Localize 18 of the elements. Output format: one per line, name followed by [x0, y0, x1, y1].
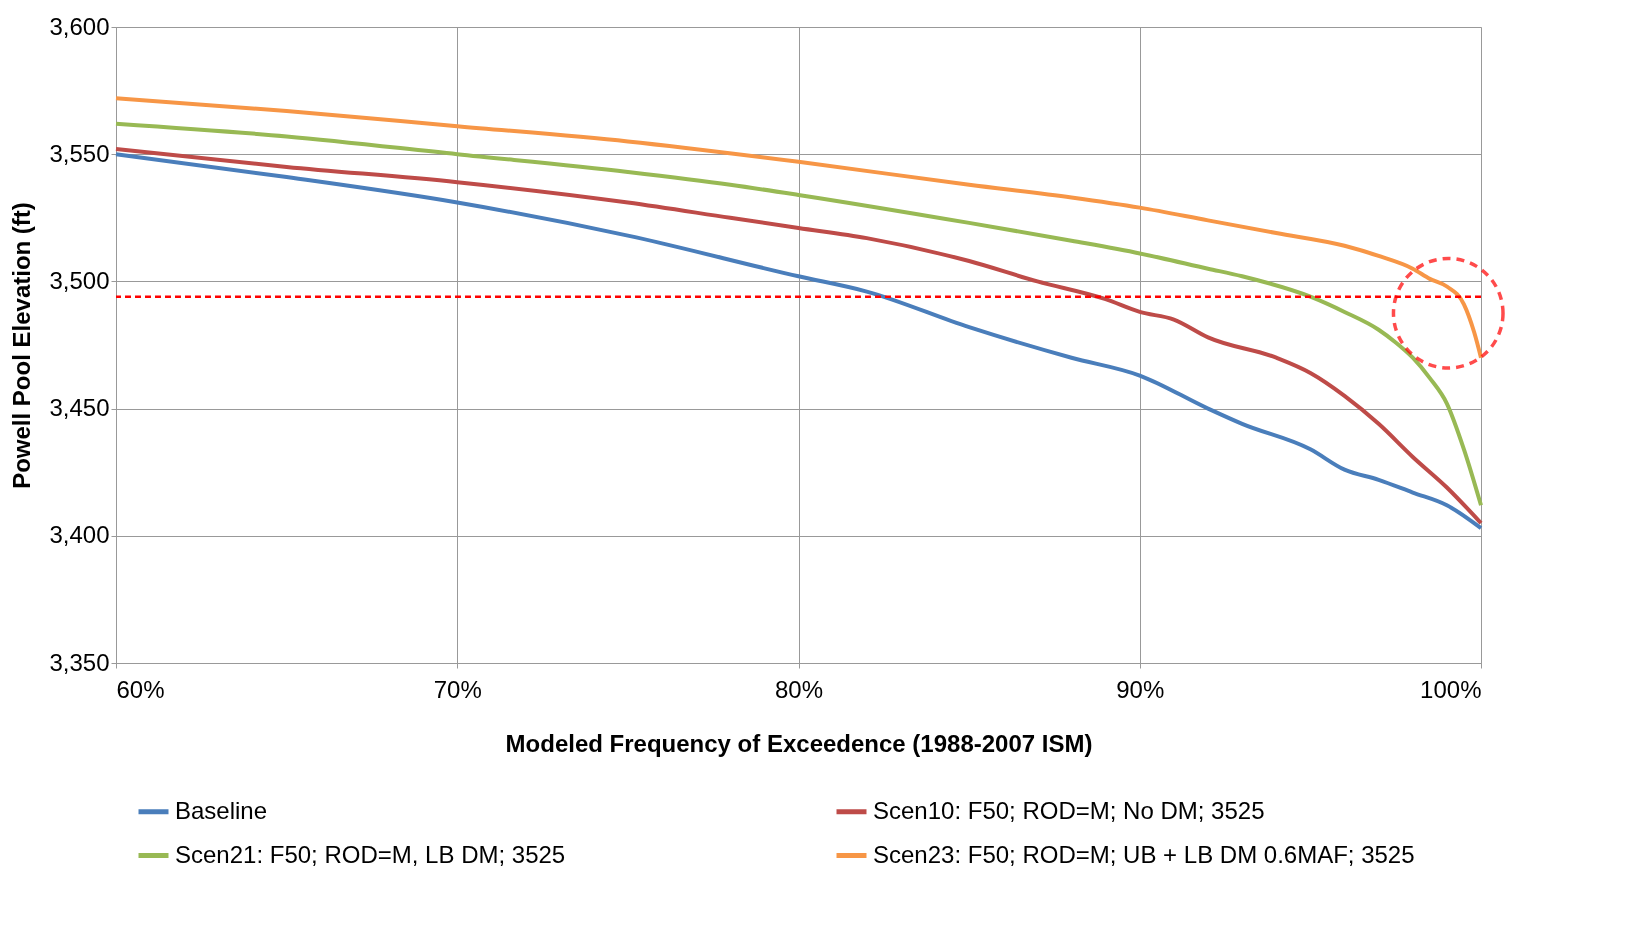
x-tick-label: 90% — [1116, 675, 1165, 703]
y-tick-label: 3,600 — [49, 12, 110, 40]
x-tick-label: 100% — [1420, 675, 1482, 703]
y-tick-label: 3,500 — [49, 266, 110, 294]
x-tick-label: 80% — [774, 675, 824, 703]
legend-label: Scen21: F50; ROD=M, LB DM; 3525 — [175, 840, 566, 868]
y-tick-label: 3,400 — [49, 521, 110, 549]
legend-label: Scen10: F50; ROD=M; No DM; 3525 — [873, 796, 1265, 824]
legend-label: Baseline — [175, 796, 268, 824]
y-tick-label: 3,450 — [49, 394, 110, 422]
y-tick-label: 3,550 — [49, 139, 110, 167]
y-axis-title: Powell Pool Elevation (ft) — [8, 202, 36, 489]
legend-label: Scen23: F50; ROD=M; UB + LB DM 0.6MAF; 3525 — [873, 840, 1415, 868]
line-series — [114, 96, 1483, 360]
x-axis-title: Modeled Frequency of Exceedence (1988-2007 ISM) — [505, 729, 1093, 757]
y-tick-label: 3,350 — [49, 648, 110, 676]
x-tick-label: 70% — [433, 675, 482, 703]
x-tick-label: 60% — [116, 675, 165, 703]
